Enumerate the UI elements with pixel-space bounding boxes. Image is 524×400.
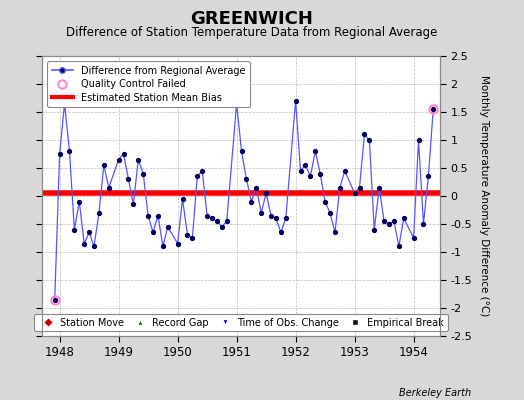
Legend: Station Move, Record Gap, Time of Obs. Change, Empirical Break: Station Move, Record Gap, Time of Obs. C…: [34, 314, 448, 332]
Text: Berkeley Earth: Berkeley Earth: [399, 388, 472, 398]
Text: Difference of Station Temperature Data from Regional Average: Difference of Station Temperature Data f…: [66, 26, 437, 39]
Text: GREENWICH: GREENWICH: [190, 10, 313, 28]
Y-axis label: Monthly Temperature Anomaly Difference (°C): Monthly Temperature Anomaly Difference (…: [479, 75, 489, 317]
